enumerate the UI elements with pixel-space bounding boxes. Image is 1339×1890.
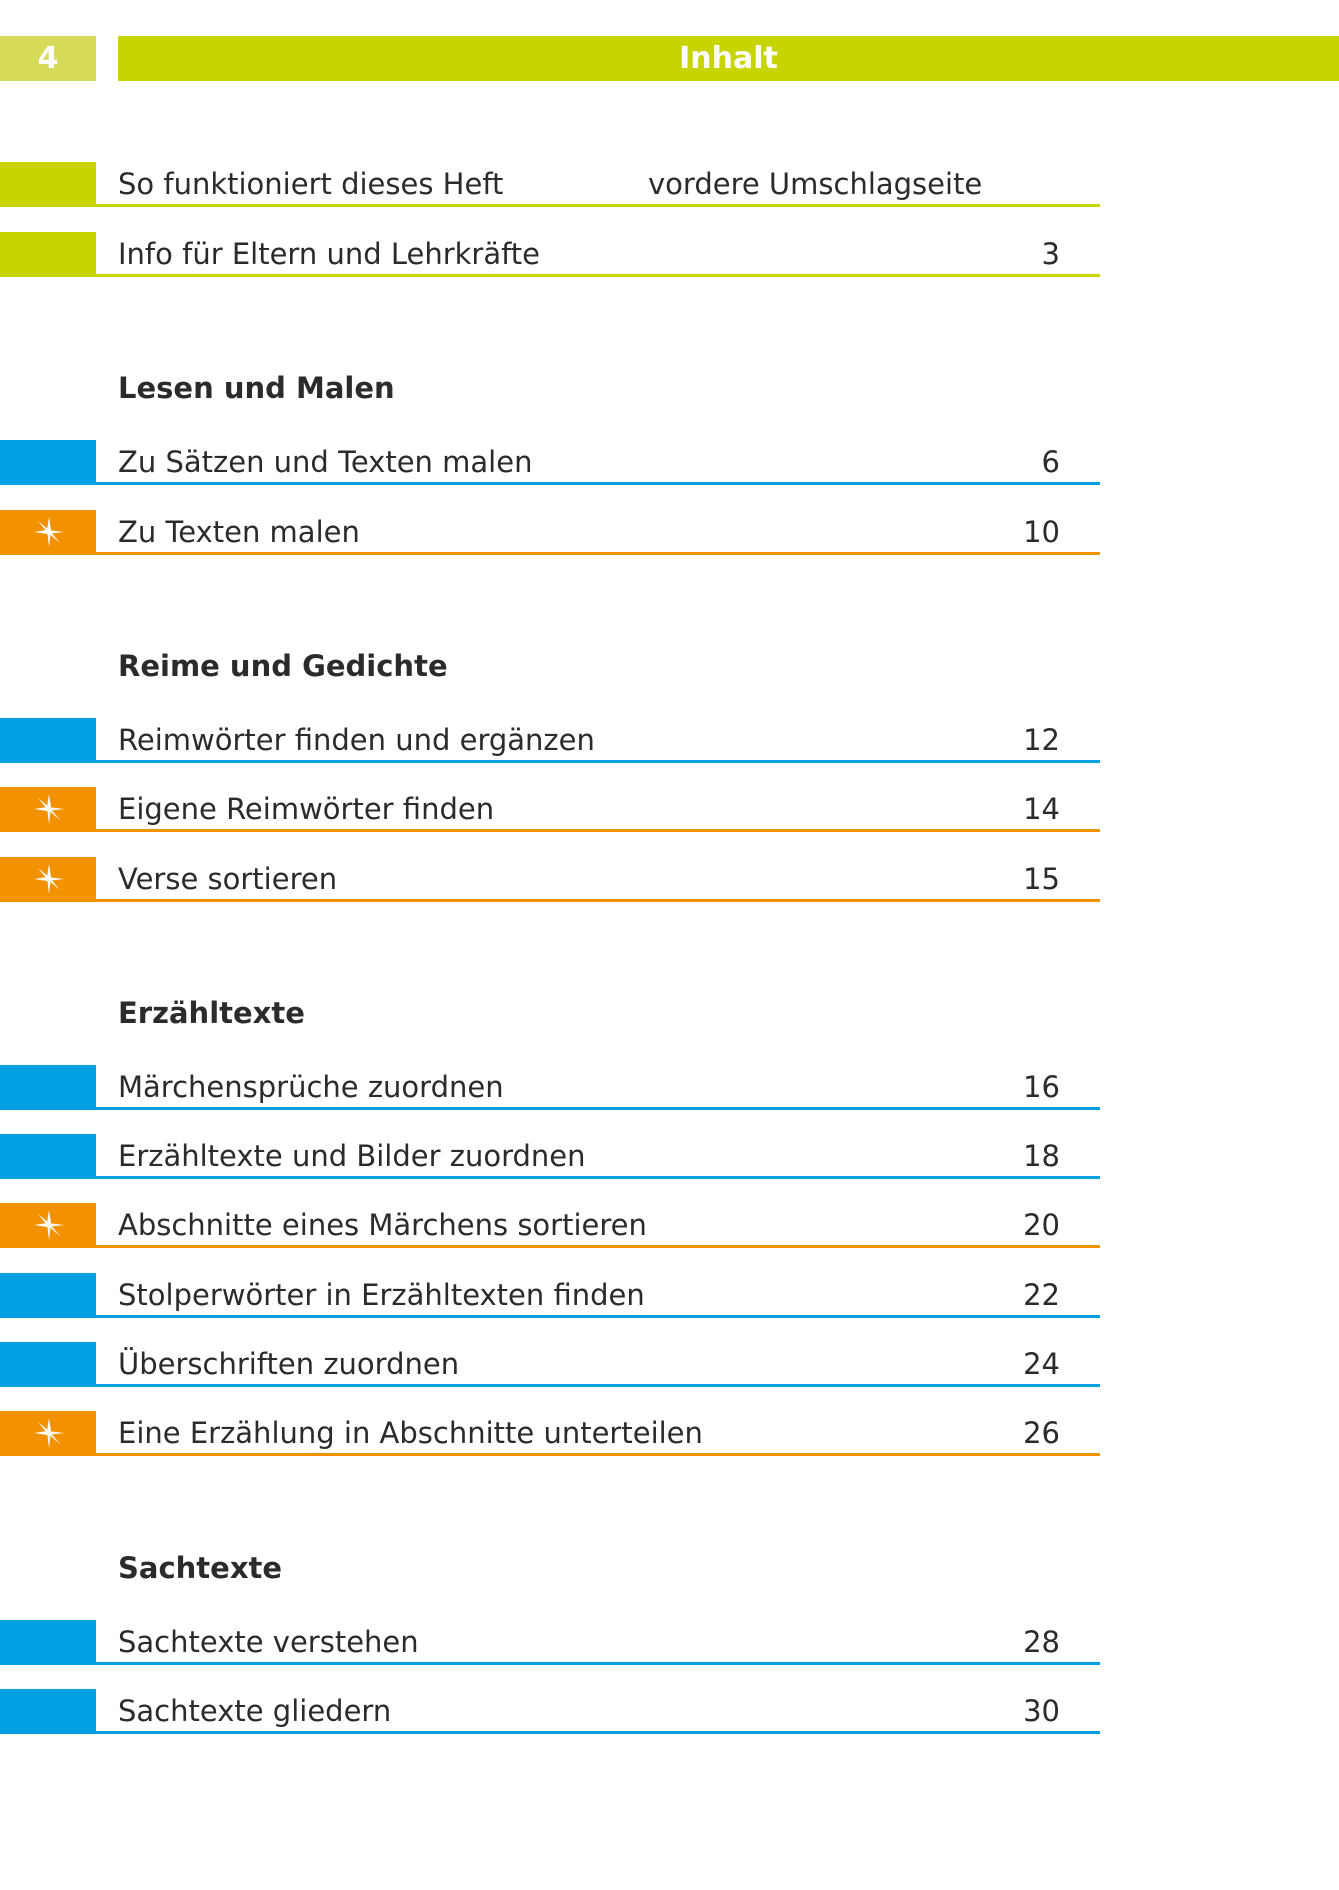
toc-entry-location: vordere Umschlagseite (648, 167, 983, 201)
toc-entry-page: 3 (1041, 237, 1060, 271)
color-marker (0, 440, 96, 485)
toc-entry[interactable]: Überschriften zuordnen 24 (0, 1342, 1100, 1387)
toc-entry[interactable]: Reimwörter finden und ergänzen 12 (0, 718, 1100, 763)
toc-entry-page: 28 (1023, 1625, 1060, 1659)
toc-entry-page: 26 (1023, 1416, 1060, 1450)
page-number: 4 (0, 36, 96, 81)
entry-underline (96, 1107, 1100, 1110)
toc-entry-label: Märchensprüche zuordnen (118, 1070, 504, 1104)
entry-underline (96, 1315, 1100, 1318)
color-marker (0, 1689, 96, 1734)
toc-entry-page: 10 (1023, 515, 1060, 549)
toc-entry-label: Eigene Reimwörter finden (118, 792, 495, 826)
color-marker (0, 1065, 96, 1110)
color-marker (0, 1273, 96, 1318)
section-heading: Sachtexte (118, 1551, 283, 1585)
entry-underline (96, 482, 1100, 485)
toc-entry-label: Stolperwörter in Erzähltexten finden (118, 1278, 645, 1312)
color-marker (0, 162, 96, 207)
toc-entry-label: Zu Sätzen und Texten malen (118, 445, 533, 479)
toc-entry-label: Sachtexte gliedern (118, 1694, 392, 1728)
toc-entry[interactable]: Zu Sätzen und Texten malen 6 (0, 440, 1100, 485)
toc-entry-page: 12 (1023, 723, 1060, 757)
entry-underline (96, 899, 1100, 902)
star-icon (34, 794, 64, 824)
toc-entry-label: Sachtexte verstehen (118, 1625, 419, 1659)
entry-underline (96, 1176, 1100, 1179)
toc-entry[interactable]: Eigene Reimwörter finden 14 (0, 787, 1100, 832)
toc-entry-label: Abschnitte eines Märchens sortieren (118, 1208, 647, 1242)
toc-entry-page: 14 (1023, 792, 1060, 826)
toc-entry-page: 18 (1023, 1139, 1060, 1173)
toc-entry-page: 30 (1023, 1694, 1060, 1728)
toc-entry-page: 22 (1023, 1278, 1060, 1312)
entry-underline (96, 274, 1100, 277)
entry-underline (96, 552, 1100, 555)
page-header: 4 Inhalt (0, 36, 1339, 81)
toc-entry-label: So funktioniert dieses Heft (118, 167, 504, 201)
entry-underline (96, 1662, 1100, 1665)
color-marker (0, 718, 96, 763)
star-icon (34, 1210, 64, 1240)
page-title: Inhalt (118, 36, 1339, 81)
toc-entry-intro-0[interactable]: So funktioniert dieses Heft vordere Umsc… (0, 162, 1100, 207)
color-marker (0, 1342, 96, 1387)
color-marker (0, 1203, 96, 1248)
color-marker (0, 1411, 96, 1456)
color-marker (0, 857, 96, 902)
entry-underline (96, 1731, 1100, 1734)
star-icon (34, 517, 64, 547)
color-marker (0, 232, 96, 277)
toc-entry-page: 20 (1023, 1208, 1060, 1242)
star-icon (34, 1418, 64, 1448)
toc-entry-label: Verse sortieren (118, 862, 338, 896)
toc-entry-label: Erzähltexte und Bilder zuordnen (118, 1139, 586, 1173)
section-heading: Lesen und Malen (118, 371, 395, 405)
color-marker (0, 510, 96, 555)
toc-entry-label: Reimwörter finden und ergänzen (118, 723, 595, 757)
toc-entry[interactable]: Abschnitte eines Märchens sortieren 20 (0, 1203, 1100, 1248)
toc-entry[interactable]: Sachtexte gliedern 30 (0, 1689, 1100, 1734)
toc-entry-page: 16 (1023, 1070, 1060, 1104)
toc-entry[interactable]: Stolperwörter in Erzähltexten finden 22 (0, 1273, 1100, 1318)
toc-entry-label: Info für Eltern und Lehrkräfte (118, 237, 541, 271)
toc-entry-page: 24 (1023, 1347, 1060, 1381)
color-marker (0, 1620, 96, 1665)
toc-entry[interactable]: Sachtexte verstehen 28 (0, 1620, 1100, 1665)
entry-underline (96, 829, 1100, 832)
entry-underline (96, 760, 1100, 763)
toc-entry-page: 6 (1041, 445, 1060, 479)
toc-entry[interactable]: Zu Texten malen 10 (0, 510, 1100, 555)
toc-entry[interactable]: Märchensprüche zuordnen 16 (0, 1065, 1100, 1110)
section-heading: Erzähltexte (118, 996, 305, 1030)
toc-entry[interactable]: Erzähltexte und Bilder zuordnen 18 (0, 1134, 1100, 1179)
entry-underline (96, 1245, 1100, 1248)
toc-entry[interactable]: Eine Erzählung in Abschnitte unterteilen… (0, 1411, 1100, 1456)
toc-entry-label: Eine Erzählung in Abschnitte unterteilen (118, 1416, 703, 1450)
color-marker (0, 787, 96, 832)
toc-entry-page: 15 (1023, 862, 1060, 896)
entry-underline (96, 1384, 1100, 1387)
color-marker (0, 1134, 96, 1179)
section-heading: Reime und Gedichte (118, 649, 448, 683)
toc-entry-intro-1[interactable]: Info für Eltern und Lehrkräfte 3 (0, 232, 1100, 277)
toc-entry-label: Zu Texten malen (118, 515, 360, 549)
star-icon (34, 864, 64, 894)
toc-entry[interactable]: Verse sortieren 15 (0, 857, 1100, 902)
toc-entry-label: Überschriften zuordnen (118, 1347, 460, 1381)
entry-underline (96, 204, 1100, 207)
entry-underline (96, 1453, 1100, 1456)
